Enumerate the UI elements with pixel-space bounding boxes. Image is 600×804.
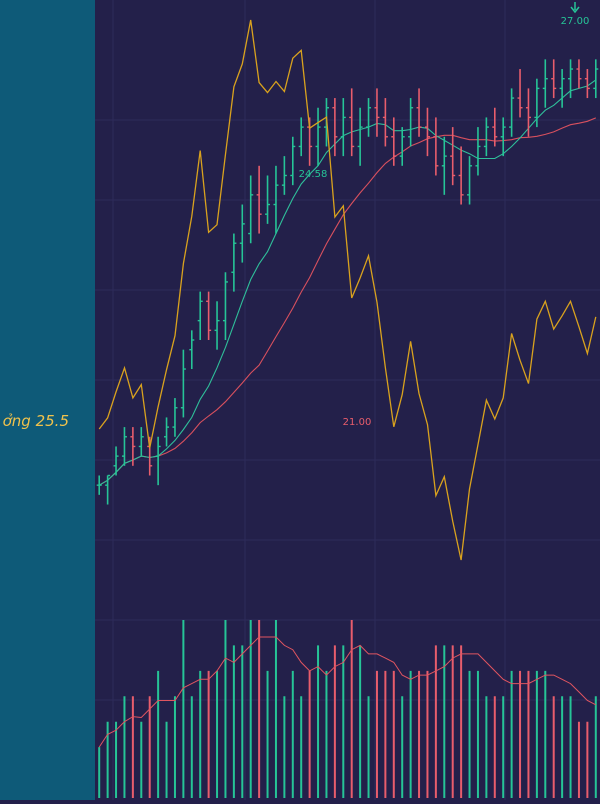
price-bar bbox=[332, 98, 338, 157]
price-bar bbox=[399, 127, 405, 166]
high-price-label: 27.00 bbox=[561, 16, 590, 27]
price-bar bbox=[239, 204, 245, 263]
price-bar bbox=[349, 88, 355, 157]
price-label-partial: ởng 25.5 bbox=[2, 412, 69, 430]
price-bar bbox=[256, 165, 262, 234]
price-bar bbox=[593, 59, 599, 99]
price-bar bbox=[475, 127, 481, 176]
price-bar bbox=[248, 175, 254, 244]
price-bar bbox=[265, 175, 271, 224]
price-bar bbox=[366, 98, 372, 137]
price-bars bbox=[96, 59, 599, 505]
price-annotations: 27.00 24.58 21.00 bbox=[299, 2, 590, 428]
price-bar bbox=[197, 291, 203, 340]
price-bar bbox=[214, 301, 220, 350]
price-bar bbox=[357, 107, 363, 166]
price-bar bbox=[273, 165, 279, 234]
price-bar bbox=[509, 88, 515, 137]
price-bar bbox=[433, 117, 439, 176]
price-bar bbox=[382, 98, 388, 147]
price-bar bbox=[458, 146, 464, 205]
price-bar bbox=[121, 427, 127, 466]
volume-bars bbox=[98, 620, 597, 798]
price-bar bbox=[525, 88, 531, 137]
price-bar bbox=[96, 475, 102, 495]
price-bar bbox=[113, 446, 119, 476]
high-arrow-icon bbox=[570, 2, 580, 14]
price-bar bbox=[315, 107, 321, 166]
low-price-label: 21.00 bbox=[343, 417, 372, 428]
price-bar bbox=[105, 474, 111, 505]
price-bar bbox=[467, 156, 473, 205]
price-bar bbox=[568, 59, 574, 99]
moving-average-slow bbox=[98, 117, 597, 486]
price-bar bbox=[408, 98, 414, 147]
price-bar bbox=[164, 417, 170, 447]
swing-high-label: 24.58 bbox=[299, 169, 328, 180]
price-bar bbox=[231, 233, 237, 292]
price-bar bbox=[340, 98, 346, 157]
oscillator-line bbox=[98, 19, 597, 561]
price-bar bbox=[155, 436, 161, 486]
price-bar bbox=[450, 127, 456, 186]
price-bar bbox=[416, 88, 422, 137]
price-bar bbox=[441, 136, 447, 195]
price-bar bbox=[189, 330, 195, 370]
price-bar bbox=[222, 272, 228, 340]
price-bar bbox=[281, 156, 287, 195]
price-bar bbox=[542, 59, 548, 108]
price-bar bbox=[290, 136, 296, 186]
price-bar bbox=[374, 88, 380, 137]
price-bar bbox=[492, 107, 498, 147]
price-bar bbox=[500, 117, 506, 157]
price-bar bbox=[172, 398, 178, 437]
grid-lines bbox=[95, 0, 600, 800]
left-panel: ởng 25.5 bbox=[0, 0, 95, 800]
price-bar bbox=[534, 78, 540, 128]
price-bar bbox=[298, 117, 304, 157]
price-bar bbox=[206, 291, 212, 340]
price-chart[interactable]: 27.00 24.58 21.00 bbox=[95, 0, 600, 800]
price-bar bbox=[584, 69, 590, 99]
price-bar bbox=[424, 107, 430, 157]
price-bar bbox=[576, 59, 582, 89]
chart-canvas[interactable]: 27.00 24.58 21.00 bbox=[95, 0, 600, 800]
price-bar bbox=[517, 69, 523, 118]
price-bar bbox=[483, 117, 489, 157]
price-bar bbox=[180, 349, 186, 418]
price-bar bbox=[138, 427, 144, 457]
moving-average-fast bbox=[98, 79, 597, 486]
price-bar bbox=[130, 427, 136, 466]
price-bar bbox=[559, 69, 565, 108]
price-bar bbox=[391, 117, 397, 166]
price-bar bbox=[551, 59, 557, 99]
volume-moving-average bbox=[98, 636, 597, 748]
